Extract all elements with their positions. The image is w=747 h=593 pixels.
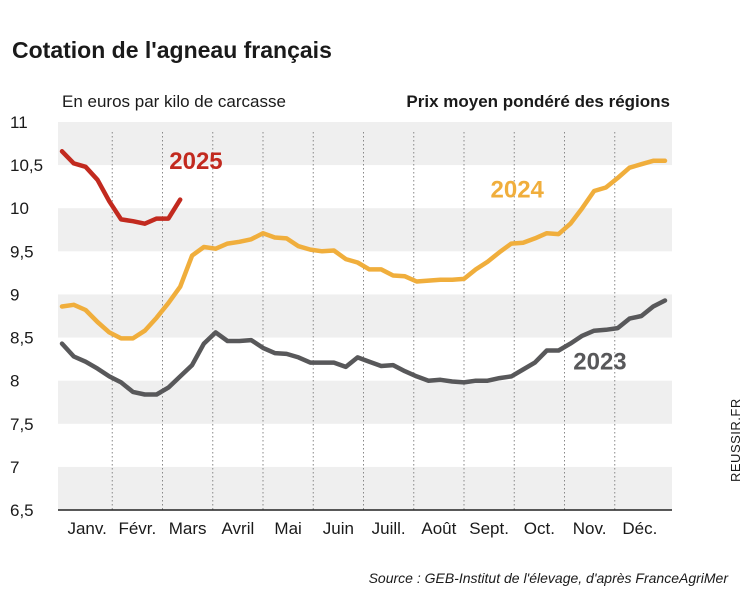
x-tick-label: Juin bbox=[323, 519, 354, 538]
chart-subtitle-unit: En euros par kilo de carcasse bbox=[62, 92, 286, 111]
grid-band bbox=[58, 122, 672, 166]
series-label-2025: 2025 bbox=[169, 148, 222, 175]
y-tick-label: 6,5 bbox=[10, 501, 34, 520]
x-axis-ticks: Janv. Févr. Mars Avril Mai Juin Juill. Août Sept… bbox=[67, 519, 657, 538]
chart-subtitle-method: Prix moyen pondéré des régions bbox=[406, 92, 670, 111]
y-tick-label: 9,5 bbox=[10, 242, 34, 261]
credit-watermark: REUSSIR.FR bbox=[728, 398, 743, 482]
x-tick-label: Déc. bbox=[622, 519, 657, 538]
y-tick-label: 10 bbox=[10, 199, 29, 218]
x-tick-label: Nov. bbox=[573, 519, 607, 538]
x-tick-label: Juill. bbox=[372, 519, 406, 538]
background-bands bbox=[58, 122, 672, 510]
series-line-2025 bbox=[59, 149, 183, 226]
y-tick-label: 7,5 bbox=[10, 415, 34, 434]
grid-band bbox=[58, 294, 672, 338]
y-tick-label: 10,5 bbox=[10, 156, 43, 175]
x-tick-label: Janv. bbox=[67, 519, 106, 538]
series-label-2024: 2024 bbox=[491, 176, 545, 203]
series-line-2024 bbox=[59, 158, 668, 341]
y-axis-ticks: 11 10,5 10 9,5 9 8,5 8 7,5 7 6,5 bbox=[10, 113, 43, 520]
y-tick-label: 7 bbox=[10, 458, 19, 477]
series-lines bbox=[59, 149, 668, 397]
x-tick-label: Avril bbox=[222, 519, 255, 538]
y-tick-label: 8 bbox=[10, 372, 19, 391]
series-label-2023: 2023 bbox=[573, 349, 626, 376]
x-tick-label: Févr. bbox=[118, 519, 156, 538]
x-tick-label: Août bbox=[421, 519, 456, 538]
x-tick-label: Mai bbox=[274, 519, 301, 538]
grid-band bbox=[58, 466, 672, 510]
y-tick-label: 9 bbox=[10, 285, 19, 304]
y-tick-label: 11 bbox=[10, 113, 28, 132]
grid-band bbox=[58, 208, 672, 252]
month-separators bbox=[111, 132, 616, 510]
chart-title: Cotation de l'agneau français bbox=[12, 37, 332, 63]
source-note: Source : GEB-Institut de l'élevage, d'ap… bbox=[369, 570, 730, 586]
series-line-2023 bbox=[59, 298, 668, 397]
x-tick-label: Sept. bbox=[469, 519, 509, 538]
y-tick-label: 8,5 bbox=[10, 329, 34, 348]
grid-band bbox=[58, 380, 672, 424]
x-tick-label: Oct. bbox=[524, 519, 555, 538]
series-labels: 2025 2024 2023 bbox=[169, 148, 626, 376]
x-tick-label: Mars bbox=[169, 519, 207, 538]
